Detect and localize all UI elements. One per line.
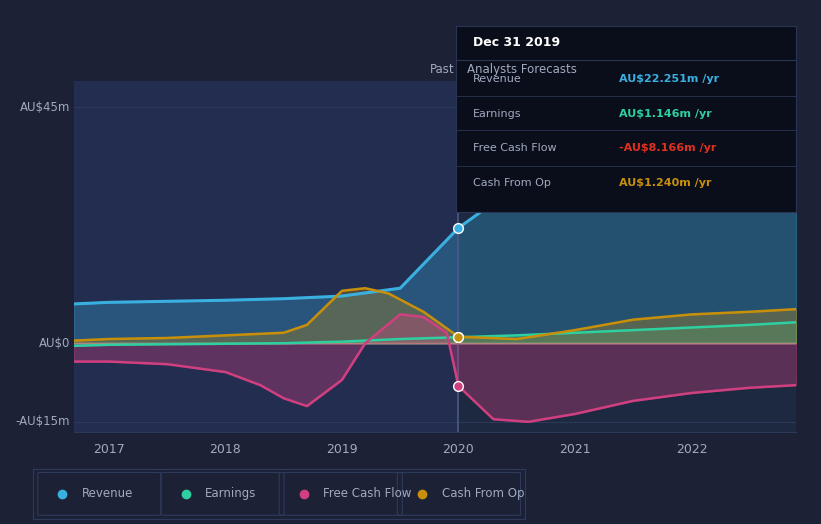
Text: AU$1.240m /yr: AU$1.240m /yr [619,178,712,189]
Text: Earnings: Earnings [473,108,521,118]
Text: AU$0: AU$0 [39,337,70,350]
Text: Past: Past [429,63,454,76]
Text: Dec 31 2019: Dec 31 2019 [473,37,560,49]
Text: Cash From Op: Cash From Op [442,487,524,500]
Text: Analysts Forecasts: Analysts Forecasts [466,63,576,76]
Text: -AU$15m: -AU$15m [16,416,70,428]
Text: Revenue: Revenue [82,487,134,500]
Text: Earnings: Earnings [205,487,257,500]
Bar [74,81,458,432]
Text: Free Cash Flow: Free Cash Flow [473,143,557,153]
Bar [458,81,796,432]
Text: AU$45m: AU$45m [20,101,70,114]
Text: -AU$8.166m /yr: -AU$8.166m /yr [619,143,717,153]
Text: Cash From Op: Cash From Op [473,178,551,189]
Text: Free Cash Flow: Free Cash Flow [323,487,412,500]
Text: AU$1.146m /yr: AU$1.146m /yr [619,108,712,118]
Text: AU$22.251m /yr: AU$22.251m /yr [619,74,719,84]
Text: Revenue: Revenue [473,74,521,84]
